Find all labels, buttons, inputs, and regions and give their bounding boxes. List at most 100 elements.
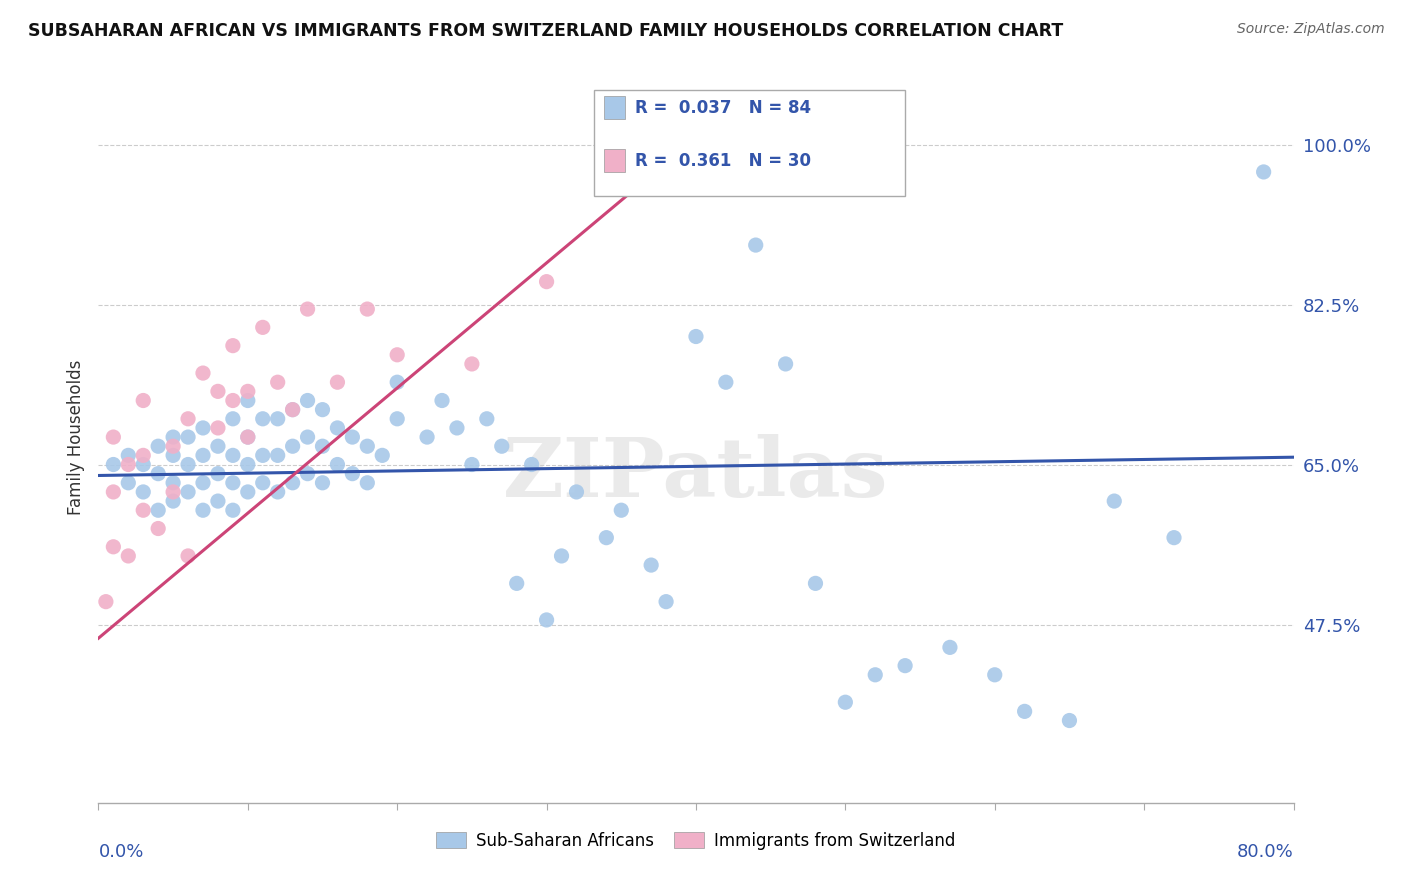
Point (191, 503, 214, 517)
Point (491, 439, 513, 453)
Point (132, 503, 155, 517)
Point (371, 448, 394, 462)
Point (162, 485, 184, 500)
Point (281, 439, 304, 453)
Text: SUBSAHARAN AFRICAN VS IMMIGRANTS FROM SWITZERLAND FAMILY HOUSEHOLDS CORRELATION : SUBSAHARAN AFRICAN VS IMMIGRANTS FROM SW… (28, 22, 1063, 40)
Point (685, 329, 707, 343)
Point (550, 549, 572, 563)
Point (222, 475, 245, 490)
Point (281, 475, 304, 490)
Point (222, 412, 245, 426)
Point (267, 448, 290, 462)
Point (207, 439, 229, 453)
Point (191, 448, 214, 462)
Point (207, 384, 229, 399)
Point (326, 421, 349, 435)
Point (1163, 531, 1185, 545)
Point (640, 558, 662, 573)
Point (252, 448, 274, 462)
Point (117, 448, 139, 462)
Point (385, 348, 409, 362)
Point (385, 376, 409, 390)
Point (461, 357, 484, 371)
Bar (605, 149, 626, 172)
Point (714, 376, 737, 390)
Point (385, 412, 409, 426)
Point (162, 494, 184, 508)
Point (1059, 714, 1081, 728)
Point (117, 475, 139, 490)
Point (132, 458, 155, 472)
Point (865, 667, 887, 681)
Point (342, 467, 364, 481)
Point (461, 458, 484, 472)
Point (834, 695, 856, 709)
Point (297, 393, 319, 408)
Point (162, 475, 184, 490)
Point (1014, 705, 1036, 719)
Point (148, 503, 170, 517)
Point (356, 439, 378, 453)
Point (281, 402, 304, 417)
Text: 80.0%: 80.0% (1237, 843, 1294, 861)
Text: Source: ZipAtlas.com: Source: ZipAtlas.com (1237, 22, 1385, 37)
Point (177, 549, 200, 563)
Point (356, 301, 378, 317)
Point (162, 448, 184, 462)
Point (297, 301, 319, 317)
Point (207, 467, 229, 481)
Point (132, 485, 155, 500)
Point (132, 393, 155, 408)
Text: 0.0%: 0.0% (98, 843, 143, 861)
Point (1253, 165, 1275, 179)
Point (267, 376, 290, 390)
Point (236, 485, 259, 500)
Point (281, 402, 304, 417)
Point (222, 338, 245, 352)
Point (191, 421, 214, 435)
Point (745, 238, 768, 252)
Point (252, 475, 274, 490)
Point (326, 376, 349, 390)
Point (267, 412, 290, 426)
Point (177, 458, 200, 472)
Point (236, 430, 259, 444)
Point (94, 594, 117, 608)
Point (252, 412, 274, 426)
Point (536, 613, 558, 627)
Point (939, 640, 962, 655)
Point (148, 467, 170, 481)
Y-axis label: Family Households: Family Households (66, 359, 84, 515)
Point (191, 366, 214, 380)
Point (446, 421, 468, 435)
Legend: Sub-Saharan Africans, Immigrants from Switzerland: Sub-Saharan Africans, Immigrants from Sw… (430, 825, 962, 856)
Point (117, 549, 139, 563)
Point (326, 458, 349, 472)
Point (177, 412, 200, 426)
Point (103, 430, 125, 444)
Bar (605, 96, 626, 120)
Point (416, 430, 439, 444)
Point (236, 458, 259, 472)
Point (132, 448, 155, 462)
Point (595, 531, 617, 545)
Point (804, 576, 827, 591)
Point (103, 458, 125, 472)
Point (894, 658, 917, 673)
Point (162, 439, 184, 453)
Point (222, 503, 245, 517)
Point (984, 667, 1007, 681)
Point (1104, 494, 1126, 508)
Bar (595, 89, 905, 195)
Point (207, 494, 229, 508)
Point (506, 576, 529, 591)
Point (297, 467, 319, 481)
Point (148, 439, 170, 453)
Point (430, 393, 453, 408)
Point (520, 458, 543, 472)
Point (103, 485, 125, 500)
Point (222, 393, 245, 408)
Point (565, 485, 588, 500)
Point (311, 439, 333, 453)
Point (342, 430, 364, 444)
